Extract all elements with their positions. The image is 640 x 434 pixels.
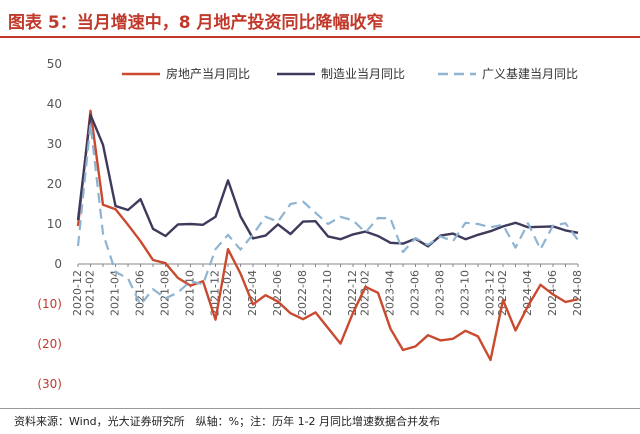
series-line-3 xyxy=(76,122,579,306)
x-tick-label: 2021-06 xyxy=(134,270,147,316)
footnote: 资料来源：Wind，光大证券研究所 纵轴：%；注：历年 1-2 月同比增速数据合… xyxy=(14,415,441,428)
legend-label: 房地产当月同比 xyxy=(166,66,250,81)
title-divider xyxy=(0,36,640,38)
series-line-1 xyxy=(76,109,579,362)
legend-label: 广义基建当月同比 xyxy=(482,67,578,81)
y-tick-label: 40 xyxy=(47,97,62,111)
x-tick-label: 2021-04 xyxy=(109,270,122,316)
y-tick-label: 30 xyxy=(47,137,62,151)
footnote-divider xyxy=(0,408,640,409)
legend: 房地产当月同比 制造业当月同比 广义基建当月同比 xyxy=(122,66,578,81)
y-tick-label: 50 xyxy=(47,57,62,71)
x-tick-label: 2020-12 xyxy=(71,270,84,316)
legend-label: 制造业当月同比 xyxy=(321,67,405,81)
x-tick-label: 2024-08 xyxy=(571,270,584,316)
x-tick-label: 2022-04 xyxy=(246,270,259,316)
x-tick-label: 2021-08 xyxy=(159,270,172,316)
x-tick-label: 2021-10 xyxy=(184,270,197,316)
series-line-2 xyxy=(76,113,579,248)
x-tick-label: 2022-08 xyxy=(296,270,309,316)
x-tick-label: 2022-02 xyxy=(221,270,234,316)
y-tick-label: (30) xyxy=(37,377,62,391)
x-tick-label: 2022-12 xyxy=(346,270,359,316)
y-tick-label: (10) xyxy=(37,297,62,311)
x-tick-label: 2022-06 xyxy=(271,270,284,316)
x-tick-label: 2024-04 xyxy=(521,270,534,316)
y-tick-label: 20 xyxy=(47,177,62,191)
x-tick-label: 2023-10 xyxy=(459,270,472,316)
x-tick-label: 2023-02 xyxy=(359,270,372,316)
figure-header: 图表 5：当月增速中，8 月地产投资同比降幅收窄 xyxy=(0,0,640,38)
series-lines xyxy=(76,109,579,362)
y-tick-label: 0 xyxy=(54,257,62,271)
y-axis-ticks: 50 40 30 20 10 0 (10) (20) (30) xyxy=(37,57,62,391)
x-tick-label: 2023-12 xyxy=(484,270,497,316)
figure-title: 图表 5：当月增速中，8 月地产投资同比降幅收窄 xyxy=(8,13,384,33)
x-tick-label: 2022-10 xyxy=(321,270,334,316)
x-axis: 2020-12 2021-02 2021-04 2021-06 2021-08 2021-… xyxy=(71,263,584,316)
x-tick-label: 2021-02 xyxy=(84,270,97,316)
x-tick-label: 2023-04 xyxy=(384,270,397,316)
y-tick-label: 10 xyxy=(47,217,62,231)
x-tick-label: 2023-06 xyxy=(409,270,422,316)
x-tick-label: 2023-08 xyxy=(434,270,447,316)
y-tick-label: (20) xyxy=(37,337,62,351)
